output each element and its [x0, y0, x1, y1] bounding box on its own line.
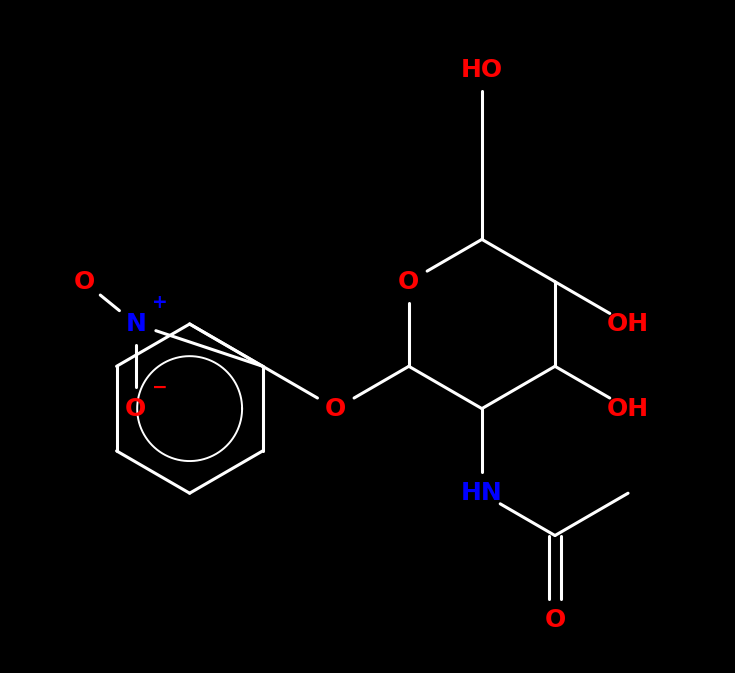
Text: O: O — [125, 396, 146, 421]
Text: N: N — [126, 312, 146, 336]
Text: OH: OH — [607, 396, 649, 421]
Text: O: O — [74, 270, 95, 293]
Text: HO: HO — [461, 58, 503, 82]
Text: +: + — [152, 293, 168, 312]
Text: OH: OH — [607, 312, 649, 336]
Text: −: − — [152, 378, 168, 397]
Text: HN: HN — [461, 481, 503, 505]
Text: O: O — [325, 396, 346, 421]
Text: O: O — [545, 608, 566, 632]
Text: O: O — [398, 270, 420, 293]
